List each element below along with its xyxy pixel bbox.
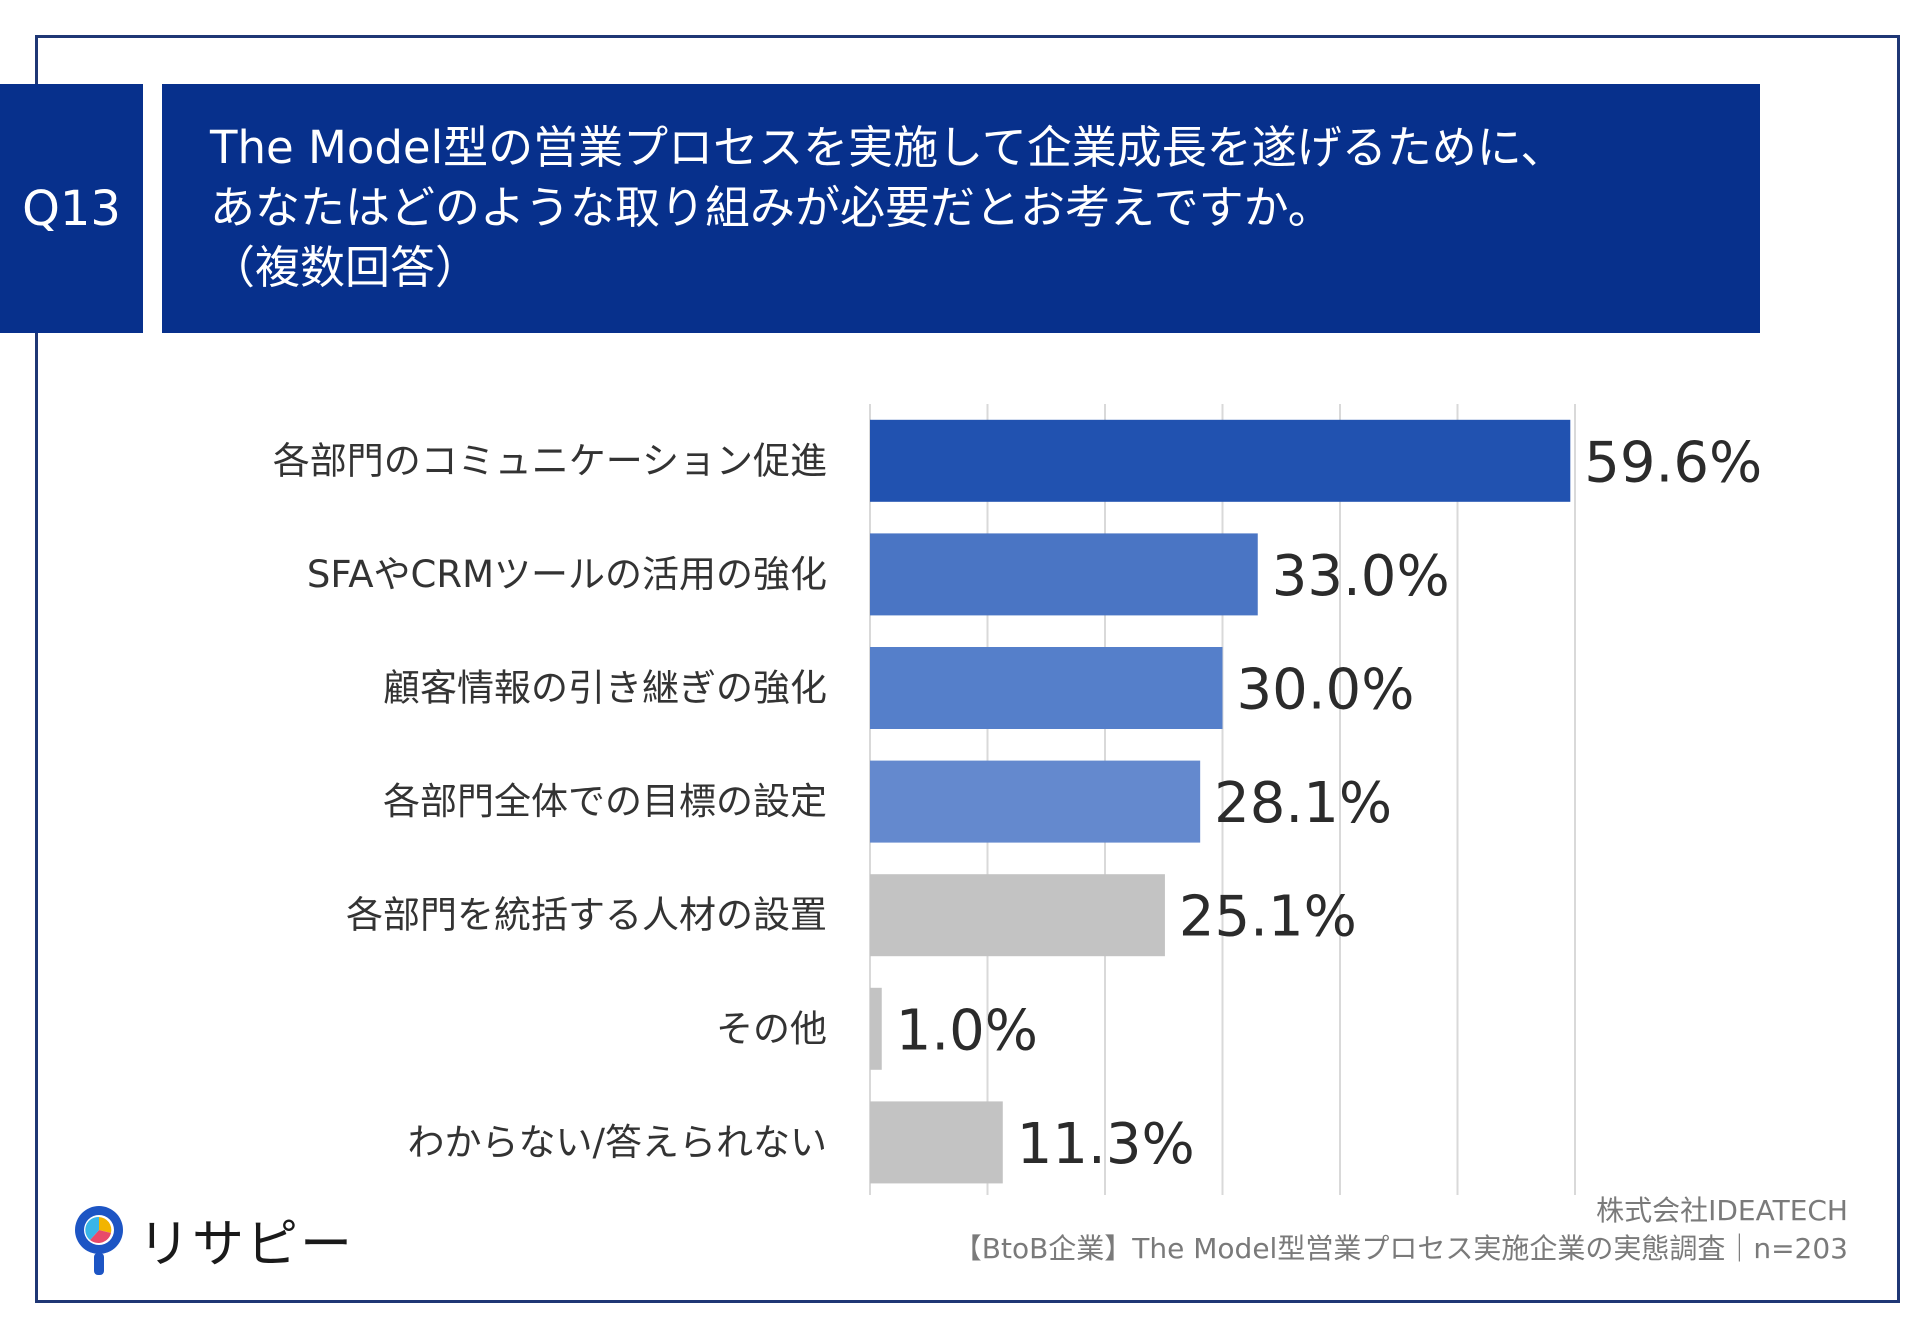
- bar: [870, 419, 1571, 502]
- footer-credits: 株式会社IDEATECH 【BtoB企業】The Model型営業プロセス実施企…: [954, 1192, 1848, 1268]
- bar: [870, 987, 882, 1070]
- category-label: SFAやCRMツールの活用の強化: [307, 553, 827, 596]
- outer-frame: [35, 35, 1900, 1303]
- value-label: 30.0%: [1237, 658, 1415, 723]
- footer-company: 株式会社IDEATECH: [1596, 1194, 1848, 1227]
- value-label: 33.0%: [1272, 544, 1450, 609]
- bar: [870, 533, 1258, 616]
- value-label: 59.6%: [1584, 430, 1762, 495]
- value-label: 1.0%: [896, 998, 1038, 1063]
- risapy-logo: リサピー: [70, 1202, 354, 1277]
- value-label: 28.1%: [1214, 771, 1392, 836]
- logo-pin-icon: [75, 1205, 123, 1275]
- category-label: わからない/答えられない: [408, 1121, 827, 1164]
- bar: [870, 1101, 1003, 1184]
- question-number-text: Q13: [22, 180, 121, 237]
- bar: [870, 760, 1201, 843]
- question-banner: The Model型の営業プロセスを実施して企業成長を遂げるために、 あなたはど…: [162, 84, 1760, 333]
- question-line-3: （複数回答）: [210, 241, 481, 294]
- value-label: 25.1%: [1179, 885, 1357, 950]
- category-label: 各部門のコミュニケーション促進: [273, 439, 827, 482]
- category-label: その他: [716, 1007, 827, 1050]
- question-line-1: The Model型の営業プロセスを実施して企業成長を遂げるために、: [210, 121, 1566, 174]
- category-label: 各部門全体での目標の設定: [383, 780, 827, 823]
- question-line-2: あなたはどのような取り組みが必要だとお考えですか。: [210, 181, 1333, 234]
- value-label: 11.3%: [1017, 1112, 1195, 1177]
- bar: [870, 874, 1165, 957]
- question-number: Q13: [0, 84, 143, 333]
- category-label: 顧客情報の引き継ぎの強化: [383, 667, 827, 710]
- bar: [870, 647, 1223, 729]
- footer-survey: 【BtoB企業】The Model型営業プロセス実施企業の実態調査｜n=203: [953, 1232, 1848, 1265]
- category-label: 各部門を統括する人材の設置: [346, 894, 827, 937]
- logo-text: リサピー: [138, 1215, 355, 1275]
